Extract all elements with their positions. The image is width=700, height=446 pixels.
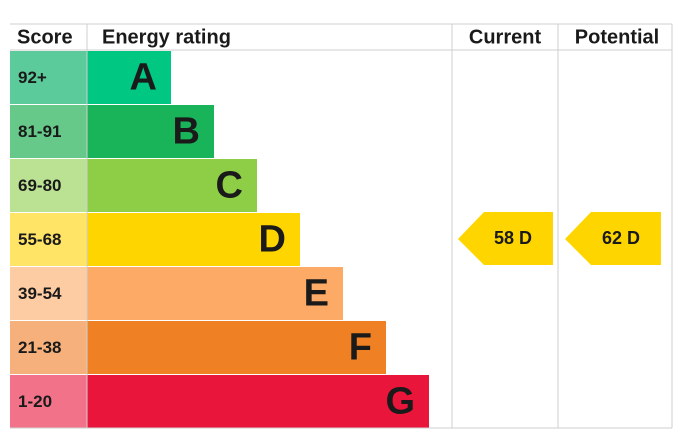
score-cell	[10, 375, 87, 428]
rating-bar	[87, 51, 171, 104]
score-cell	[10, 267, 87, 320]
score-range: 21-38	[18, 338, 61, 357]
rating-bar	[87, 267, 343, 320]
header-score: Score	[17, 26, 73, 48]
rating-letter: E	[304, 273, 329, 315]
score-range: 92+	[18, 68, 47, 87]
current-rating: 58 D	[494, 228, 532, 248]
rating-letter: A	[130, 57, 157, 99]
score-cell	[10, 159, 87, 212]
current-arrow	[458, 212, 553, 265]
score-cell	[10, 105, 87, 158]
score-cell	[10, 321, 87, 374]
rating-letter: G	[385, 381, 415, 423]
score-cell	[10, 51, 87, 104]
rating-letter: D	[259, 219, 286, 261]
rating-letter: C	[216, 165, 243, 207]
rating-letter: B	[173, 111, 200, 153]
score-range: 1-20	[18, 392, 52, 411]
score-range: 39-54	[18, 284, 62, 303]
header-energy-rating: Energy rating	[102, 26, 231, 48]
header-current: Current	[469, 26, 542, 48]
score-range: 69-80	[18, 176, 61, 195]
score-range: 81-91	[18, 122, 61, 141]
potential-arrow	[565, 212, 661, 265]
rating-bar	[87, 159, 257, 212]
rating-bar	[87, 375, 429, 428]
rating-letter: F	[349, 327, 372, 369]
rating-bar	[87, 105, 214, 158]
score-range: 55-68	[18, 230, 61, 249]
rating-bar	[87, 213, 300, 266]
potential-rating: 62 D	[602, 228, 640, 248]
score-cell	[10, 213, 87, 266]
rating-bar	[87, 321, 386, 374]
header-potential: Potential	[575, 26, 659, 48]
